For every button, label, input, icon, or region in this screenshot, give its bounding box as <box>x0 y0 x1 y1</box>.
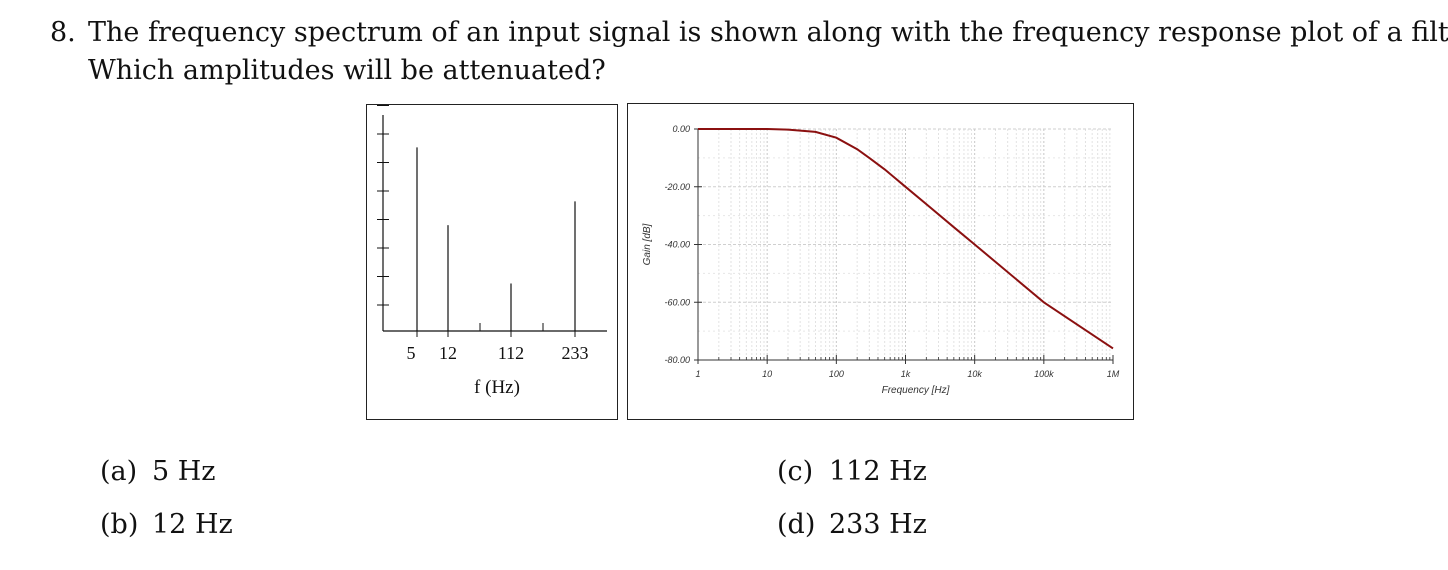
filter-x-tick-label: 1k <box>901 369 911 379</box>
filter-x-tick-label: 1M <box>1107 369 1120 379</box>
filter-y-tick-label: -80.00 <box>664 355 690 365</box>
choice-b-text: 12 Hz <box>152 509 233 540</box>
spectrum-tick-label-5: 5 <box>407 343 416 363</box>
filter-y-tick-label: -60.00 <box>664 297 690 307</box>
choice-c-text: 112 Hz <box>829 456 927 487</box>
filter-y-label: Gain [dB] <box>642 223 653 265</box>
filter-y-tick-label: 0.00 <box>672 124 690 134</box>
spectrum-panel: 5 12 112 233 f (Hz) <box>366 104 618 420</box>
filter-x-tick-label: 10k <box>967 369 982 379</box>
filter-x-tick-label: 100k <box>1034 369 1054 379</box>
question-text-line-2: Which amplitudes will be attenuated? <box>88 55 606 86</box>
spectrum-tick-label-112: 112 <box>498 343 524 363</box>
filter-response-panel: 0.00 -20.00 -40.00 -60.00 -80.00 1 10 100 1k 10k 1… <box>627 103 1134 420</box>
choice-c-label: (c) <box>777 456 814 487</box>
choice-d-text: 233 Hz <box>829 509 927 540</box>
filter-x-tick-label: 1 <box>695 369 700 379</box>
filter-x-tick-label: 10 <box>762 369 772 379</box>
filter-response-curve <box>698 128 1114 350</box>
spectrum-chart: 5 12 112 233 f (Hz) <box>377 105 607 398</box>
choice-a[interactable]: (a) 5 Hz <box>100 455 216 489</box>
spectrum-tick-label-233: 233 <box>562 343 589 363</box>
filter-x-tick-label: 100 <box>829 369 844 379</box>
choice-a-label: (a) <box>100 456 138 487</box>
filter-response-chart: 0.00 -20.00 -40.00 -60.00 -80.00 1 10 100 1k 10k 1… <box>642 124 1120 396</box>
choice-b[interactable]: (b) 12 Hz <box>100 508 233 542</box>
choice-d-label: (d) <box>777 509 816 540</box>
choice-b-label: (b) <box>100 509 139 540</box>
filter-y-tick-label: -20.00 <box>664 182 690 192</box>
choice-a-text: 5 Hz <box>152 456 216 487</box>
filter-x-label: Frequency [Hz] <box>882 385 950 396</box>
question-number: 8. <box>50 17 76 48</box>
question-text-line-1: The frequency spectrum of an input signa… <box>88 17 1448 48</box>
filter-y-tick-label: -40.00 <box>664 240 690 250</box>
question-line-1: 8. The frequency spectrum of an input sig… <box>50 16 1448 50</box>
spectrum-tick-label-12: 12 <box>439 343 457 363</box>
choice-c[interactable]: (c) 112 Hz <box>777 455 927 489</box>
spectrum-x-label: f (Hz) <box>474 377 520 398</box>
choice-d[interactable]: (d) 233 Hz <box>777 508 927 542</box>
